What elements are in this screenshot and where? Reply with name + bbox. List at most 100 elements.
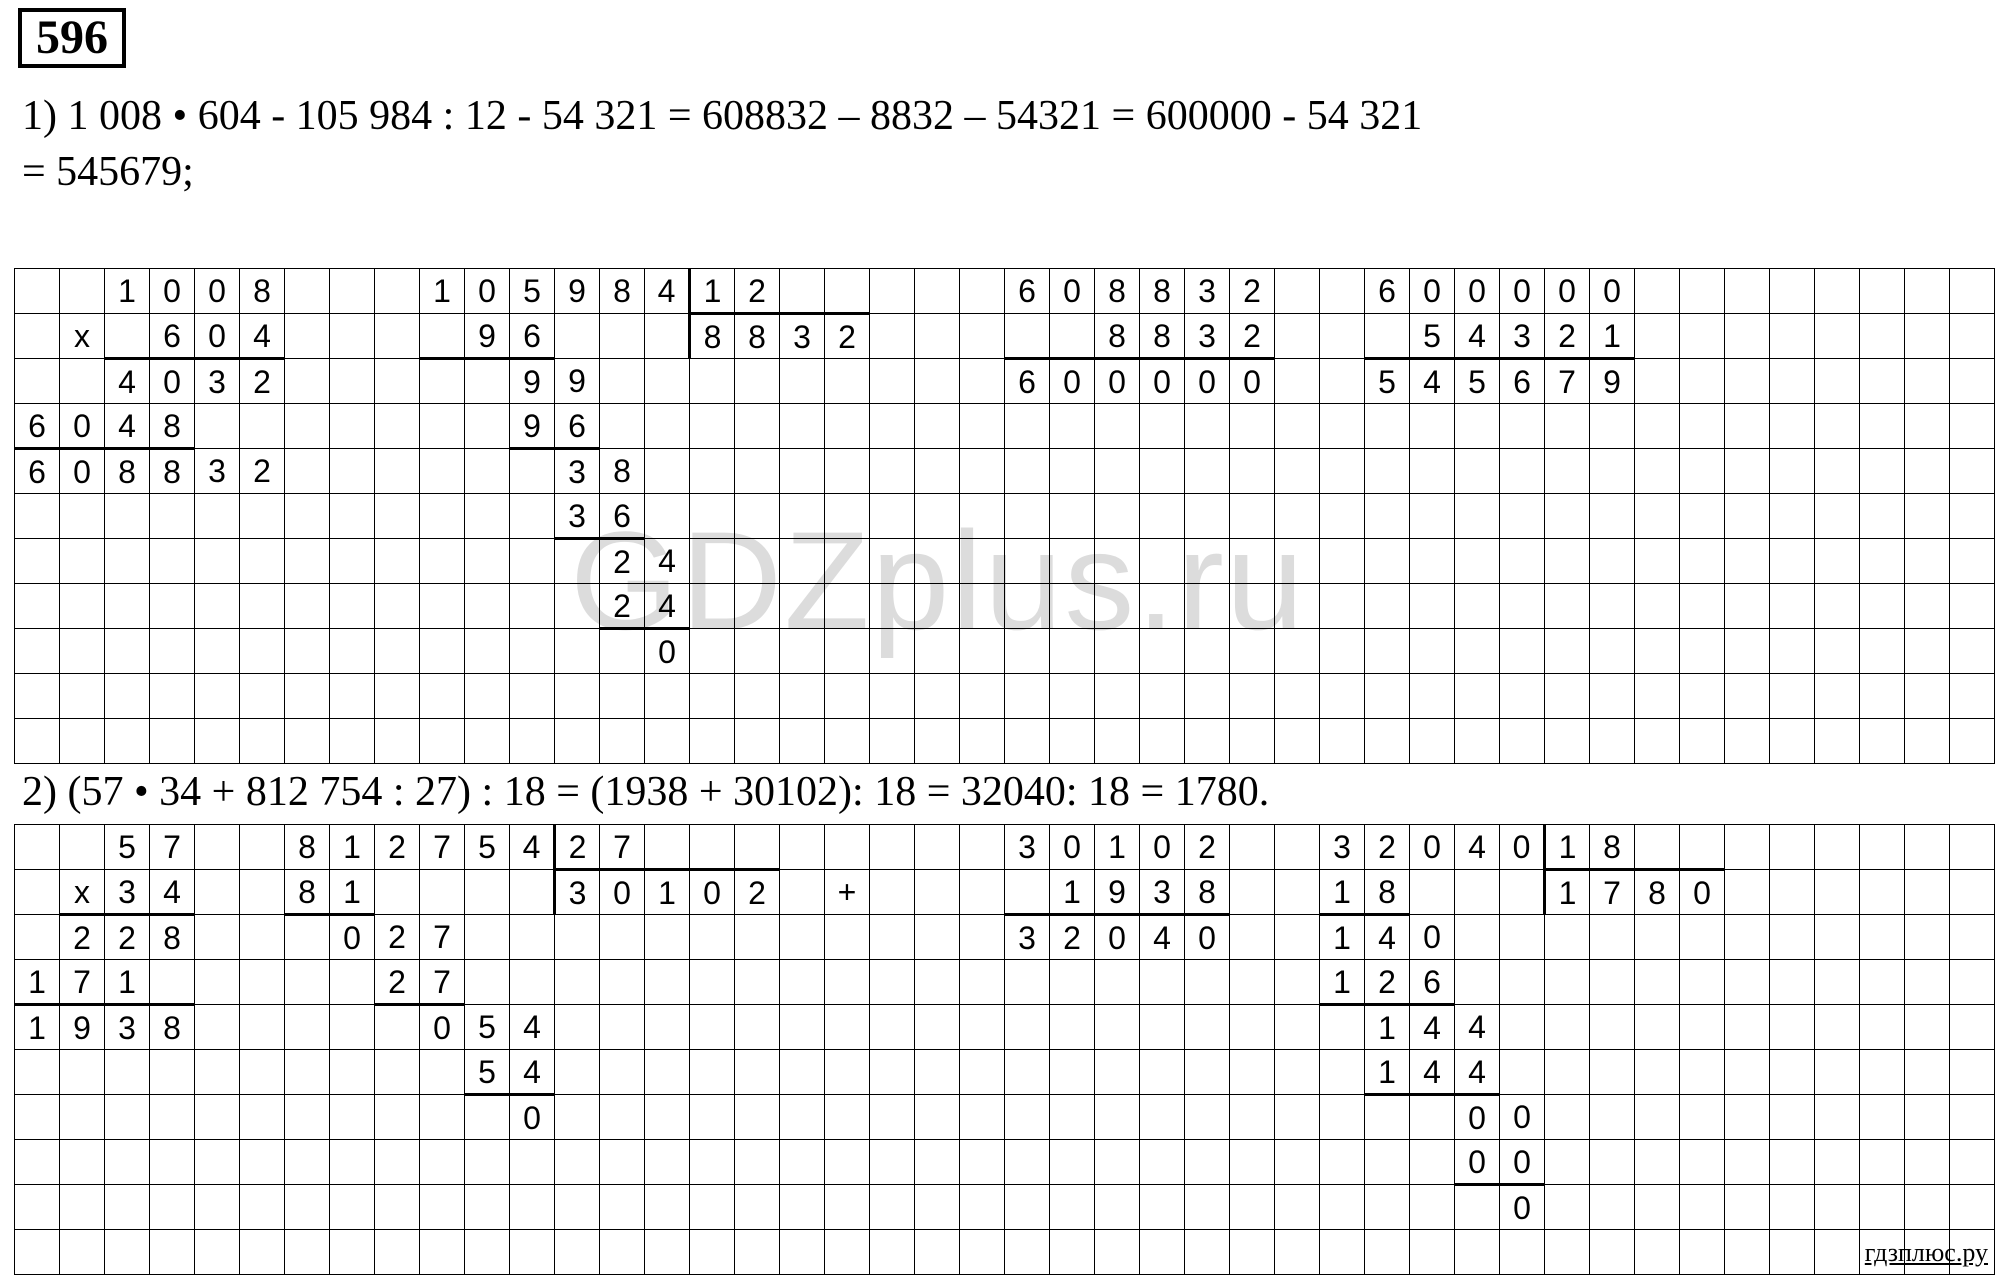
grid-cell <box>1275 359 1320 404</box>
grid-cell <box>105 674 150 719</box>
grid-cell <box>60 269 105 314</box>
grid-cell: 0 <box>1050 359 1095 404</box>
problem-number: 596 <box>18 8 126 68</box>
grid-cell <box>330 404 375 449</box>
grid-cell <box>1590 719 1635 764</box>
grid-cell <box>870 870 915 915</box>
grid-cell <box>510 960 555 1005</box>
grid-cell <box>1185 404 1230 449</box>
grid-cell <box>330 629 375 674</box>
grid-cell: 8 <box>1365 870 1410 915</box>
grid-cell <box>1590 915 1635 960</box>
grid-cell <box>1770 314 1815 359</box>
grid-cell <box>780 584 825 629</box>
grid-cell <box>780 1050 825 1095</box>
grid-cell <box>555 1185 600 1230</box>
grid-cell <box>1950 449 1995 494</box>
grid-cell <box>1725 359 1770 404</box>
grid-cell: 0 <box>600 870 645 915</box>
grid-cell <box>825 359 870 404</box>
grid-cell: 2 <box>240 359 285 404</box>
grid-cell <box>1005 674 1050 719</box>
grid-cell: 0 <box>1050 825 1095 870</box>
grid-cell <box>690 1140 735 1185</box>
grid-cell: 0 <box>690 870 735 915</box>
grid-cell: 1 <box>420 269 465 314</box>
grid-cell <box>555 1140 600 1185</box>
grid-cell <box>510 1230 555 1275</box>
grid-cell <box>1365 1095 1410 1140</box>
grid-cell <box>375 359 420 404</box>
grid-cell: 4 <box>645 269 690 314</box>
grid-cell <box>1545 1230 1590 1275</box>
grid-cell <box>960 1050 1005 1095</box>
grid-cell <box>1185 1140 1230 1185</box>
grid-cell <box>1905 825 1950 870</box>
grid-cell <box>150 629 195 674</box>
grid-cell <box>1050 719 1095 764</box>
grid-cell <box>1185 1185 1230 1230</box>
grid-cell <box>1275 870 1320 915</box>
grid-cell <box>1365 1230 1410 1275</box>
grid-cell <box>1770 539 1815 584</box>
grid-cell <box>915 674 960 719</box>
grid-cell <box>1860 1095 1905 1140</box>
grid-cell <box>690 1185 735 1230</box>
grid-cell: 1 <box>1545 825 1590 870</box>
grid-cell <box>1320 584 1365 629</box>
grid-cell <box>1635 1095 1680 1140</box>
grid-cell <box>15 825 60 870</box>
grid-cell: 2 <box>735 269 780 314</box>
grid-cell <box>420 539 465 584</box>
grid-cell <box>1770 1005 1815 1050</box>
grid-cell <box>285 1185 330 1230</box>
grid-cell <box>600 1005 645 1050</box>
grid-cell <box>15 539 60 584</box>
grid-cell <box>1005 494 1050 539</box>
grid-cell <box>150 1230 195 1275</box>
grid-cell <box>735 584 780 629</box>
grid-cell <box>870 1095 915 1140</box>
grid-cell <box>1050 1005 1095 1050</box>
grid-cell <box>1815 915 1860 960</box>
grid-cell <box>195 584 240 629</box>
grid-cell: 0 <box>1095 915 1140 960</box>
grid-cell <box>870 915 915 960</box>
grid-cell <box>645 494 690 539</box>
grid-cell <box>1770 1185 1815 1230</box>
grid-cell <box>1275 629 1320 674</box>
grid-cell <box>15 719 60 764</box>
grid-cell <box>600 314 645 359</box>
grid-cell: 9 <box>1095 870 1140 915</box>
grid-cell: 8 <box>150 404 195 449</box>
grid-cell <box>1455 674 1500 719</box>
grid-cell <box>240 539 285 584</box>
grid-cell <box>735 1140 780 1185</box>
grid-cell <box>150 719 195 764</box>
grid-cell <box>375 674 420 719</box>
grid-cell: 0 <box>1500 1140 1545 1185</box>
grid-cell <box>1455 719 1500 764</box>
grid-cell <box>645 1140 690 1185</box>
grid-cell: 8 <box>150 449 195 494</box>
grid-cell <box>735 915 780 960</box>
grid-cell <box>105 1050 150 1095</box>
grid-cell <box>870 1140 915 1185</box>
grid-cell <box>1275 1095 1320 1140</box>
grid-cell <box>1905 539 1950 584</box>
grid-cell: 2 <box>375 825 420 870</box>
grid-cell: 0 <box>1230 359 1275 404</box>
grid-cell <box>285 269 330 314</box>
grid-cell: 8 <box>690 314 735 359</box>
grid-cell: 6 <box>1005 359 1050 404</box>
grid-cell <box>1275 719 1320 764</box>
grid-cell <box>330 449 375 494</box>
grid-cell <box>1410 870 1455 915</box>
grid-cell <box>1275 539 1320 584</box>
grid-cell <box>1095 629 1140 674</box>
grid-cell: 7 <box>420 915 465 960</box>
grid-cell <box>1905 674 1950 719</box>
grid-cell <box>915 1140 960 1185</box>
grid-cell <box>1410 719 1455 764</box>
grid-cell <box>555 915 600 960</box>
